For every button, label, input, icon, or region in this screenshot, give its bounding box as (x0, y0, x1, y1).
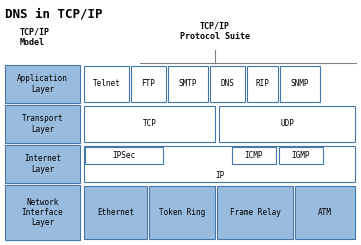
Bar (5, 145, 80, 183)
Text: SNMP: SNMP (291, 79, 309, 88)
Bar (149, 186, 215, 239)
Bar (280, 66, 320, 102)
Text: RIP: RIP (256, 79, 269, 88)
Text: Telnet: Telnet (93, 79, 120, 88)
Bar (279, 147, 323, 164)
Bar (84, 106, 215, 142)
Bar (219, 106, 355, 142)
Text: Ethernet: Ethernet (97, 208, 134, 217)
Text: IP: IP (215, 171, 224, 180)
Bar (5, 65, 80, 103)
Text: Network
Interface
Layer: Network Interface Layer (22, 198, 63, 227)
Text: Token Ring: Token Ring (159, 208, 205, 217)
Bar (85, 147, 163, 164)
Text: DNS in TCP/IP: DNS in TCP/IP (5, 8, 103, 21)
Bar (217, 186, 293, 239)
Text: TCP: TCP (143, 120, 156, 128)
Text: IPSec: IPSec (112, 151, 136, 160)
Text: FTP: FTP (142, 79, 156, 88)
Text: Transport
Layer: Transport Layer (22, 114, 63, 134)
Bar (295, 186, 355, 239)
Text: ATM: ATM (318, 208, 332, 217)
Bar (210, 66, 245, 102)
Text: DNS: DNS (221, 79, 234, 88)
Bar (232, 147, 276, 164)
Bar (5, 105, 80, 143)
Text: SMTP: SMTP (179, 79, 197, 88)
Text: Internet
Layer: Internet Layer (24, 154, 61, 174)
Bar (84, 66, 129, 102)
Text: Frame Relay: Frame Relay (230, 208, 280, 217)
Text: IGMP: IGMP (292, 151, 310, 160)
Bar (168, 66, 208, 102)
Text: TCP/IP
Model: TCP/IP Model (20, 28, 50, 47)
Bar (247, 66, 278, 102)
Text: UDP: UDP (280, 120, 294, 128)
Text: ICMP: ICMP (245, 151, 263, 160)
Text: Application
Layer: Application Layer (17, 74, 68, 94)
Bar (5, 185, 80, 240)
Bar (131, 66, 166, 102)
Bar (84, 146, 355, 182)
Bar (84, 186, 147, 239)
Text: TCP/IP
Protocol Suite: TCP/IP Protocol Suite (180, 22, 250, 41)
